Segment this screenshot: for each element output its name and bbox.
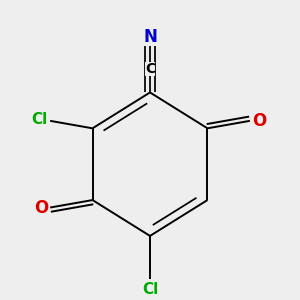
Text: Cl: Cl <box>31 112 47 127</box>
Text: Cl: Cl <box>142 282 158 297</box>
Text: C: C <box>145 62 155 76</box>
Text: N: N <box>143 28 157 46</box>
Text: O: O <box>34 199 48 217</box>
Text: O: O <box>252 112 266 130</box>
